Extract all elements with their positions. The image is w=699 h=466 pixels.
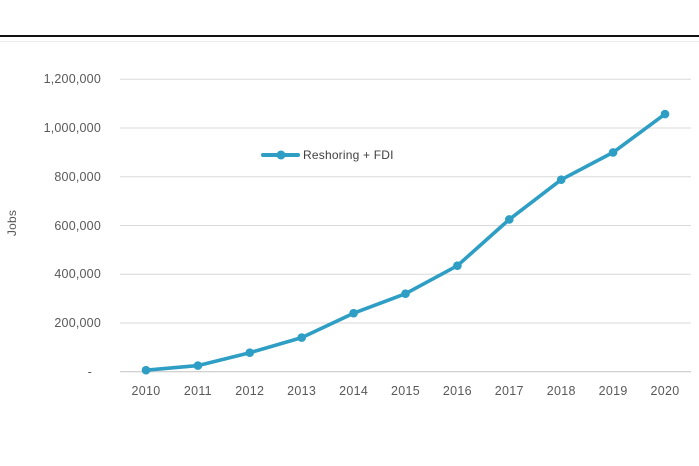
x-axis-tick-label: 2013 [287,384,317,398]
y-axis-tick-label: 800,000 [54,170,101,184]
x-axis-tick-label: 2017 [494,384,524,398]
y-axis-tick-label: 1,200,000 [43,72,101,86]
top-divider-shadow [0,41,699,42]
x-axis-tick-labels: 2010 2011 2012 2013 2014 2015 2016 2017 … [120,384,691,398]
x-axis-tick-label: 2014 [339,384,369,398]
top-divider-rule [0,35,699,37]
y-axis-tick-label: - [87,365,92,379]
y-axis-tick-label: 1,000,000 [43,121,101,135]
x-axis-tick-label: 2012 [235,384,265,398]
legend: Reshoring + FDI [261,147,394,163]
legend-label: Reshoring + FDI [303,148,394,162]
y-axis-tick-label: 400,000 [54,267,101,281]
x-axis-tick-label: 2020 [650,384,680,398]
x-axis-tick-label: 2010 [131,384,161,398]
x-axis-tick-label: 2016 [442,384,472,398]
x-axis-tick-label: 2019 [598,384,628,398]
legend-marker-dot-icon [276,150,285,160]
y-axis-tick-label: 200,000 [54,316,101,330]
legend-line-icon [261,150,300,160]
x-axis-tick-label: 2011 [183,384,212,398]
x-axis-tick-label: 2018 [546,384,576,398]
x-axis-tick-label: 2015 [390,384,420,398]
y-axis-tick-label: 600,000 [54,219,101,233]
